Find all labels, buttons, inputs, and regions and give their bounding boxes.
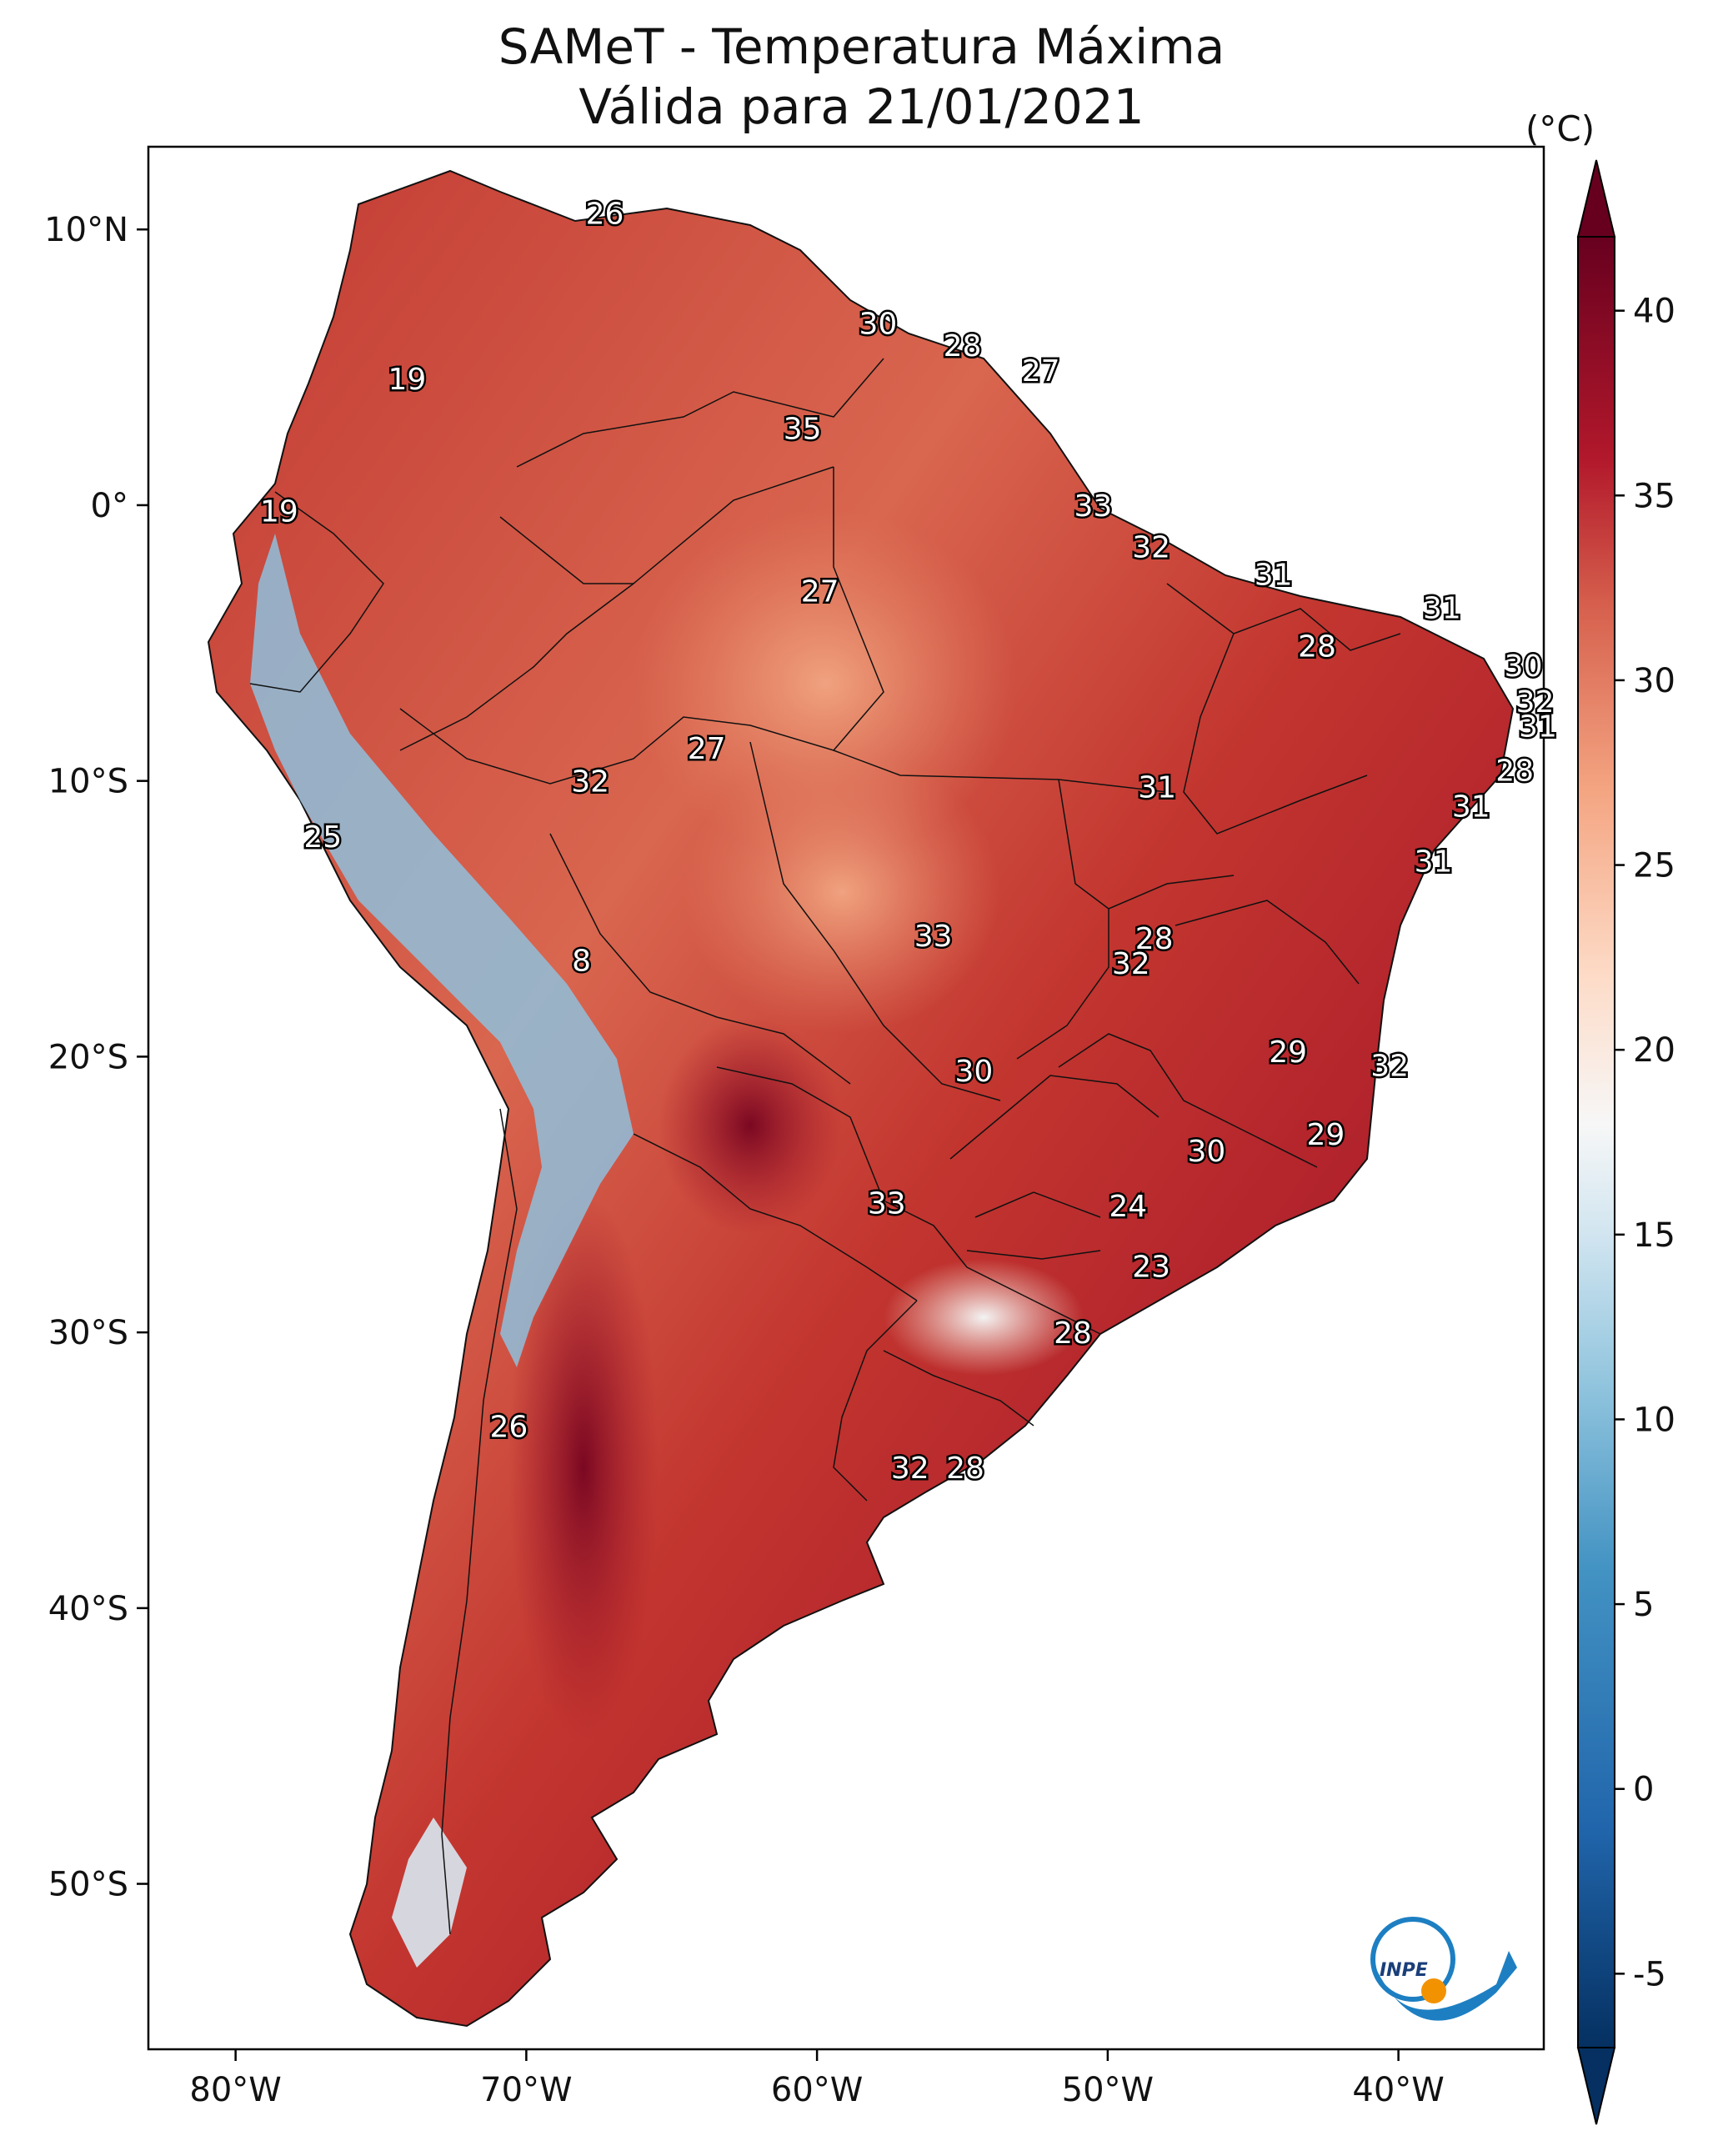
colorbar-tick-label: 25 <box>1633 847 1675 885</box>
city-temperature-label: 28 <box>1495 754 1534 788</box>
city-temperature-label: 33 <box>1074 489 1113 524</box>
inpe-logo-dot-icon <box>1421 1978 1446 2003</box>
colorbar-max-arrow-icon <box>1576 159 1616 238</box>
inpe-logo-arrow-icon <box>1375 1951 1517 2021</box>
city-temperature-label: 32 <box>891 1452 929 1486</box>
colorbar-tick-label: 40 <box>1633 293 1675 331</box>
city-temperature-label: 29 <box>1307 1118 1345 1152</box>
lat-tick-label: 10°S <box>48 763 128 801</box>
city-temperature-label: 25 <box>303 820 342 855</box>
inpe-logo-ring-icon <box>1370 1917 1455 2002</box>
city-temperature-label: 30 <box>955 1055 994 1089</box>
city-temperature-label: 31 <box>1415 845 1453 880</box>
city-temperature-label: 26 <box>586 197 624 231</box>
city-temperature-label: 23 <box>1132 1251 1170 1285</box>
lat-tick-label: 30°S <box>48 1314 128 1352</box>
city-temperature-label: 31 <box>1452 790 1490 824</box>
map-title: SAMeT - Temperatura Máxima <box>498 18 1225 75</box>
city-temperature-label: 31 <box>1138 770 1176 805</box>
city-temperature-label: 29 <box>1269 1035 1307 1070</box>
lat-tick-label: 40°S <box>48 1590 128 1628</box>
city-temperature-label: 27 <box>688 732 726 766</box>
colorbar-tick-label: 35 <box>1633 477 1675 515</box>
city-temperature-label: 28 <box>944 329 982 364</box>
colorbar-min-arrow-icon <box>1576 2047 1616 2125</box>
city-temperature-label: 32 <box>1132 531 1170 565</box>
colorbar-tick-label: -5 <box>1633 1955 1666 1993</box>
south-america-land <box>207 169 1515 2028</box>
city-temperature-label: 8 <box>572 945 591 979</box>
city-temperature-label: 33 <box>914 920 953 954</box>
colorbar-tick-label: 30 <box>1633 662 1675 700</box>
city-temperature-label: 24 <box>1109 1190 1147 1224</box>
colorbar: 40 35 30 25 20 15 10 5 0 -5 <box>1576 159 1675 2125</box>
city-temperature-label: 31 <box>1519 710 1557 745</box>
city-temperature-label: 28 <box>946 1452 984 1486</box>
city-temperature-label: 28 <box>1298 630 1336 664</box>
inpe-logo: INPE <box>1370 1917 1517 2021</box>
longitude-ticks: 80°W 70°W 60°W 50°W 40°W <box>189 2049 1445 2109</box>
lon-tick-label: 60°W <box>771 2071 863 2109</box>
city-temperature-label: 32 <box>571 765 609 800</box>
map-subtitle: Válida para 21/01/2021 <box>579 78 1144 135</box>
city-temperature-label: 19 <box>260 495 298 529</box>
lat-tick-label: 50°S <box>48 1866 128 1904</box>
city-temperature-label: 33 <box>868 1187 906 1221</box>
city-temperature-label: 31 <box>1255 559 1293 593</box>
city-temperature-label: 32 <box>1112 947 1150 981</box>
country-borders <box>249 358 1401 1935</box>
lat-tick-label: 0° <box>91 487 128 525</box>
colorbar-tick-label: 5 <box>1633 1586 1654 1624</box>
latitude-ticks: 10°N 0° 10°S 20°S 30°S 40°S 50°S <box>44 211 148 1904</box>
city-temperature-label: 28 <box>1135 922 1174 956</box>
lon-tick-label: 70°W <box>480 2071 572 2109</box>
city-temperature-label: 28 <box>1054 1316 1092 1351</box>
city-temperature-label: 30 <box>859 308 897 342</box>
lon-tick-label: 40°W <box>1352 2071 1444 2109</box>
city-temperature-label: 35 <box>784 412 822 446</box>
colorbar-tick-label: 20 <box>1633 1031 1675 1070</box>
city-temperature-label: 31 <box>1423 591 1461 625</box>
colorbar-tick-label: 10 <box>1633 1401 1675 1439</box>
city-temperature-label: 30 <box>1188 1135 1226 1169</box>
andes-cold-band <box>250 534 634 1367</box>
city-temperature-label: 32 <box>1370 1049 1409 1083</box>
map-frame <box>147 145 1545 2051</box>
lon-tick-label: 50°W <box>1062 2071 1154 2109</box>
inpe-logo-text: INPE <box>1380 1960 1428 1981</box>
lat-tick-label: 10°N <box>44 211 128 249</box>
colorbar-ticks: 40 35 30 25 20 15 10 5 0 -5 <box>1615 293 1675 1993</box>
map-plot-area <box>148 147 1544 2049</box>
city-temperature-label: 30 <box>1505 649 1543 684</box>
lat-tick-label: 20°S <box>48 1038 128 1076</box>
colorbar-tick-label: 0 <box>1633 1771 1654 1809</box>
city-temperature-label: 27 <box>1022 354 1060 389</box>
city-temperature-label: 32 <box>1516 685 1555 720</box>
city-temperature-label: 19 <box>388 363 426 397</box>
lon-tick-label: 80°W <box>189 2071 281 2109</box>
city-temperature-label: 26 <box>490 1411 528 1445</box>
colorbar-tick-label: 15 <box>1633 1216 1675 1255</box>
city-temperature-label: 27 <box>801 574 839 609</box>
colorbar-unit: (°C) <box>1525 108 1595 149</box>
